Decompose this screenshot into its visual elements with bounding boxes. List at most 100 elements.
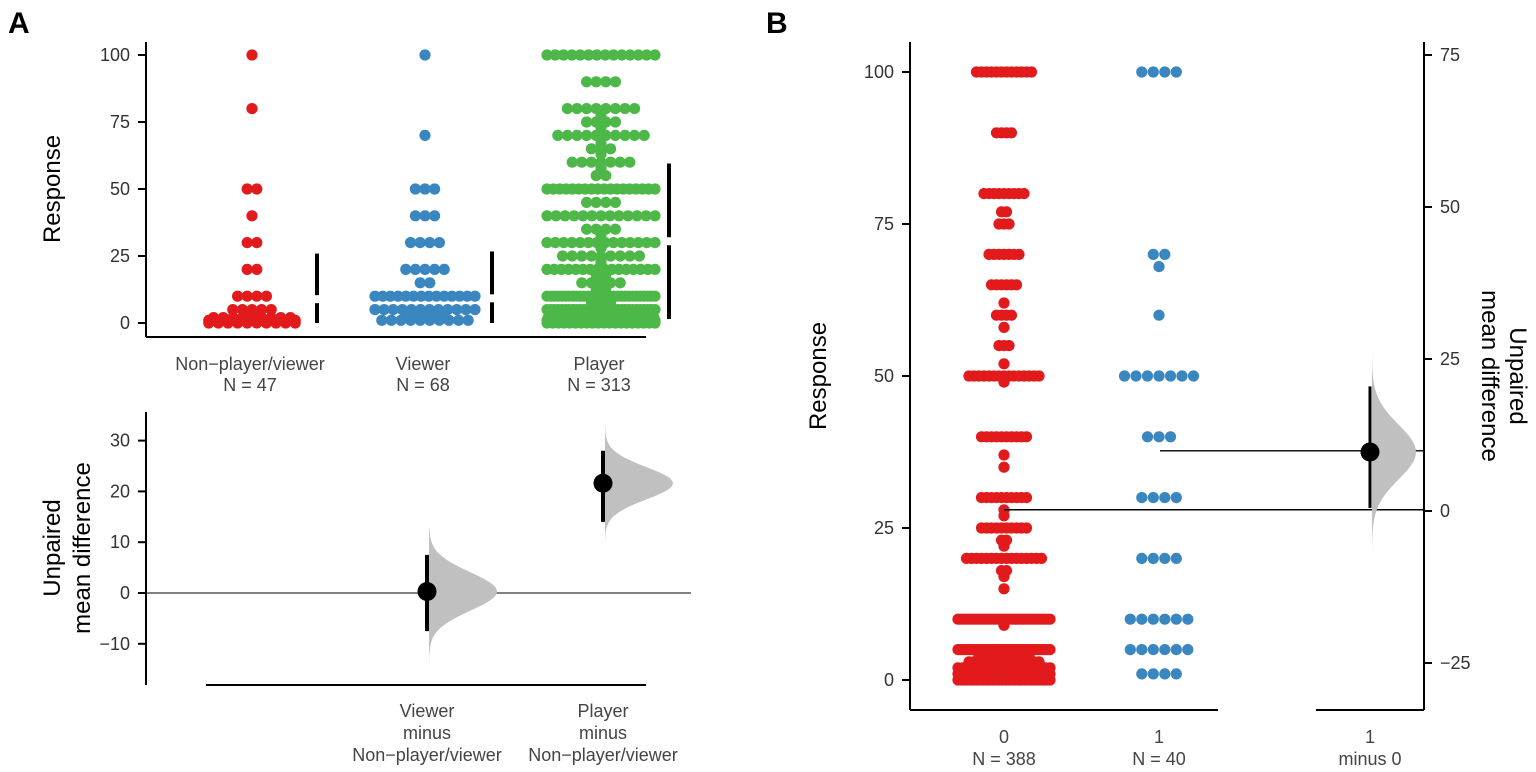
panel-a-group-label: Viewer xyxy=(396,354,451,374)
panel-b-0-point xyxy=(1003,218,1015,230)
panel-a-0-point xyxy=(227,312,239,324)
panel-b-1-point xyxy=(1136,613,1148,625)
panel-a-1-point xyxy=(429,183,441,195)
panel-b-0-point xyxy=(1020,431,1033,443)
panel-a-comparison-label: Player xyxy=(577,701,628,721)
panel-b-1-point xyxy=(1159,552,1171,565)
panel-b-diff-label: minus 0 xyxy=(1338,749,1401,769)
panel-b-diff-label: 1 xyxy=(1365,727,1375,747)
panel-a-2-point xyxy=(640,210,652,222)
panel-b-0-point xyxy=(1000,565,1013,577)
panel-b-right-ytick-label: 50 xyxy=(1440,197,1460,217)
panel-a-2-point xyxy=(607,49,620,61)
panel-a-top-ytick-label: 50 xyxy=(110,179,130,199)
panel-a-2-point xyxy=(581,103,593,115)
panel-a-2-point xyxy=(599,49,611,61)
panel-a-2-point xyxy=(574,49,586,61)
panel-a-1-point xyxy=(462,314,474,326)
panel-a-2-point xyxy=(633,250,646,262)
panel-a-2-point xyxy=(619,129,631,141)
panel-a-0-point xyxy=(284,312,296,324)
panel-a-1-point xyxy=(409,183,421,195)
panel-b-1-point xyxy=(1164,370,1177,382)
panel-b-0-point xyxy=(1003,340,1015,352)
panel-b-left-ytick-label: 0 xyxy=(884,670,894,690)
panel-a-2-point xyxy=(581,129,593,141)
panel-b-1-point xyxy=(1170,668,1182,680)
panel-a-2-point xyxy=(558,237,570,249)
panel-b-0-point xyxy=(1020,492,1033,504)
panel-a-1-point xyxy=(414,304,427,316)
panel-a-1-point xyxy=(400,290,412,302)
panel-b-mean-difference-point xyxy=(1360,442,1380,462)
panel-a-0-point xyxy=(246,49,258,61)
panel-a-2-point xyxy=(607,237,620,249)
panel-b-0-point xyxy=(1033,370,1045,382)
panel-a-2-point xyxy=(624,237,636,249)
panel-b-1-point xyxy=(1153,370,1165,382)
panel-a-bootstrap-distribution xyxy=(605,422,673,571)
panel-a-group-label: Non−player/viewer xyxy=(175,354,325,374)
panel-b-1-point xyxy=(1164,431,1177,443)
panel-a-2-point xyxy=(605,143,617,155)
panel-b-1-point xyxy=(1159,668,1171,680)
panel-a-0-point xyxy=(246,210,258,222)
panel-a-0-point xyxy=(241,263,253,275)
panel-a-1-point xyxy=(384,290,396,302)
panel-a-0-point xyxy=(246,304,258,316)
panel-a-0-point xyxy=(251,290,263,302)
panel-a-0-point xyxy=(246,103,258,115)
panel-a-1-point xyxy=(461,290,473,302)
panel-a-0-point xyxy=(241,237,253,249)
panel-a-2-point xyxy=(571,129,583,141)
panel-a-2-point xyxy=(549,237,561,249)
panel-a-2-point xyxy=(561,103,574,115)
panel-b-0-point xyxy=(1025,66,1038,78)
panel-b-1-point xyxy=(1136,644,1148,656)
panel-b-0-point xyxy=(1000,534,1013,546)
panel-a-2-point xyxy=(585,156,598,168)
panel-a-2-point xyxy=(581,223,593,235)
panel-a-1-point xyxy=(405,237,417,249)
panel-a-1-point xyxy=(460,304,472,316)
panel-a-0-point xyxy=(256,304,268,316)
panel-a-2-point xyxy=(577,210,589,222)
panel-b-1-point xyxy=(1147,668,1159,680)
panel-a-1-point xyxy=(407,290,420,302)
panel-a-comparison-label: Non−player/viewer xyxy=(352,745,502,765)
panel-a-2-point xyxy=(631,210,643,222)
panel-b-0-point xyxy=(1000,206,1013,218)
panel-a-2-point xyxy=(649,290,661,302)
panel-a-0-point xyxy=(217,312,229,324)
panel-a-1-point xyxy=(419,129,431,141)
panel-b-1-point xyxy=(1136,668,1148,680)
panel-a-2-point xyxy=(541,237,553,249)
panel-a-1-point xyxy=(405,304,417,316)
panel-a-2-point xyxy=(649,304,661,316)
panel-a-comparison-label: minus xyxy=(403,723,451,743)
panel-a-2-point xyxy=(649,237,661,249)
panel-b-left-ylabel: Response xyxy=(805,322,832,430)
panel-b-1-point xyxy=(1170,613,1182,625)
panel-b-left-ytick-label: 50 xyxy=(874,366,894,386)
panel-a-2-point xyxy=(595,250,607,262)
panel-a-2-point xyxy=(559,210,571,222)
panel-b-0-point xyxy=(998,583,1010,595)
panel-a-bottom-ytick-label: 30 xyxy=(110,431,130,451)
panel-a-1-point xyxy=(429,210,441,222)
panel-a-2-point xyxy=(591,49,603,61)
panel-a-1-point xyxy=(419,183,431,195)
panel-a-bottom-ylabel-line2: mean difference xyxy=(69,462,96,634)
panel-b-0-point xyxy=(1013,248,1025,260)
panel-a-1-point xyxy=(451,304,463,316)
panel-a-2-point xyxy=(566,156,578,168)
panel-b-1-point xyxy=(1124,613,1136,625)
panel-a-2-point xyxy=(616,49,628,61)
panel-a-2-point xyxy=(595,156,607,168)
panel-b-0-point xyxy=(1033,656,1045,668)
panel-b-1-point xyxy=(1136,552,1148,565)
panel-a-top-ytick-label: 0 xyxy=(120,313,130,333)
panel-b-0-point xyxy=(1010,279,1023,291)
panel-b-1-point xyxy=(1159,644,1171,656)
